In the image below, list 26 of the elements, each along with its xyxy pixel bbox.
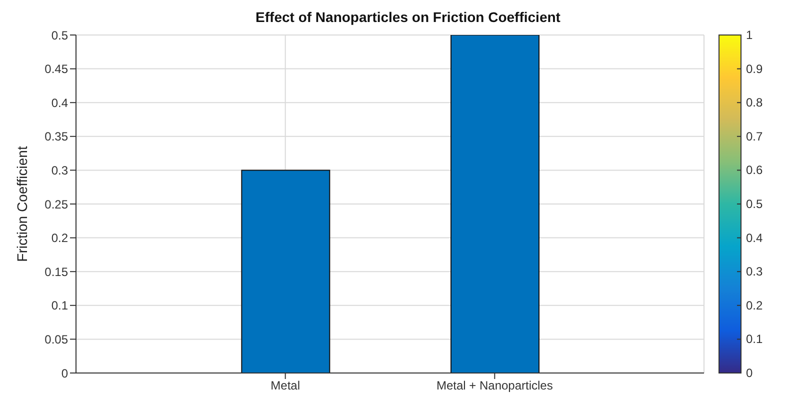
y-tick-label: 0.05 — [44, 332, 68, 346]
y-tick-label: 0.25 — [44, 197, 68, 212]
color-bar-label: 0.7 — [746, 129, 764, 144]
y-tick-label: 0.15 — [44, 264, 68, 279]
y-tick-label: 0.4 — [51, 96, 68, 110]
y-tick-label: 0.2 — [51, 231, 68, 246]
y-tick-label: 0 — [61, 366, 68, 380]
color-bar-label: 0.4 — [746, 230, 764, 245]
chart-title: Effect of Nanoparticles on Friction Coefficient — [256, 9, 561, 25]
color-bar-label: 0.9 — [746, 62, 764, 76]
y-tick-label: 0.5 — [51, 28, 68, 42]
y-tick-label: 0.3 — [51, 163, 68, 178]
y-tick-label: 0.45 — [44, 62, 68, 76]
color-bar-label: 0.6 — [746, 163, 764, 178]
color-bar-label: 0.5 — [746, 197, 764, 211]
color-bar-label: 1 — [746, 28, 753, 42]
color-bar-label: 0.1 — [746, 332, 764, 346]
color-bar-label: 0.2 — [746, 298, 764, 312]
y-tick-label: 0.35 — [44, 130, 68, 144]
color-bar-label: 0.8 — [746, 96, 764, 110]
y-axis-title: Friction Coefficient — [14, 146, 30, 262]
color-bar-label: 0 — [746, 366, 753, 380]
y-tick-label: 0.1 — [51, 298, 68, 313]
x-tick-label: Metal + Nanoparticles — [436, 378, 553, 393]
x-tick-label: Metal — [270, 378, 300, 393]
color-bar-label: 0.3 — [746, 264, 764, 279]
